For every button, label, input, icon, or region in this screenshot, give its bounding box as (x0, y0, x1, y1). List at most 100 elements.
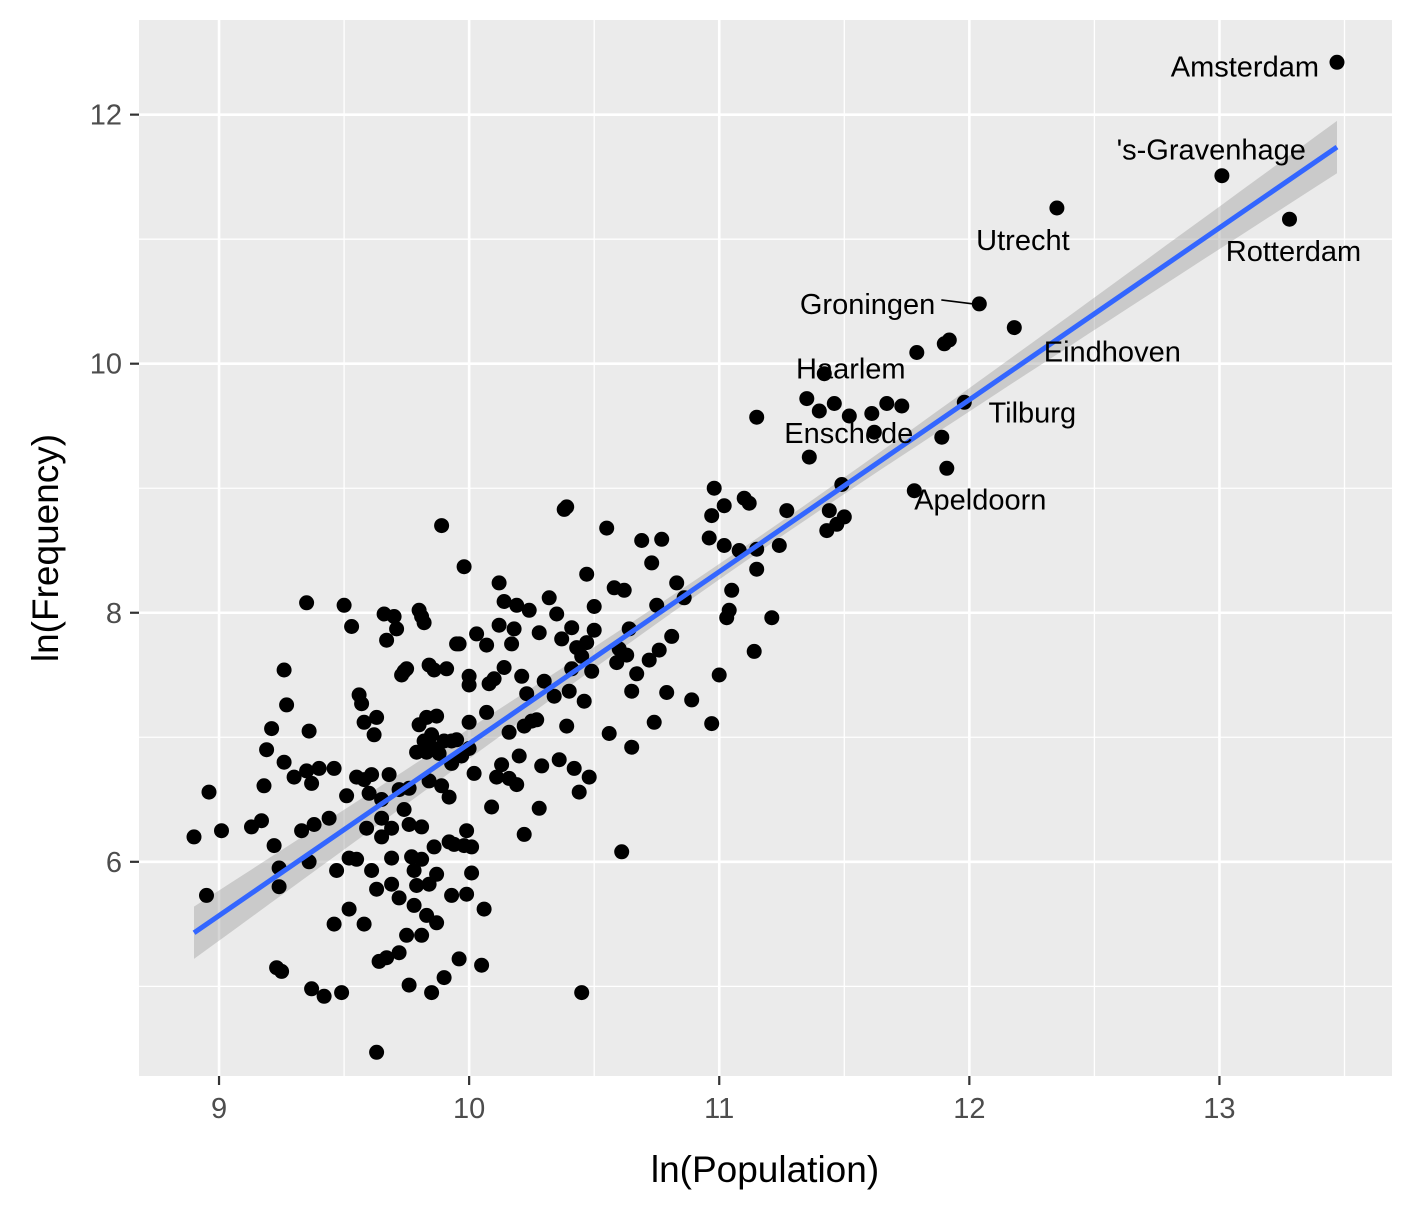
data-point (349, 851, 365, 867)
minor-gridlines (139, 20, 1392, 1076)
data-point (514, 668, 530, 684)
data-point (409, 878, 425, 893)
data-point (391, 890, 407, 906)
fit-line-layer (192, 144, 1339, 935)
data-point (399, 661, 415, 677)
data-point (599, 520, 615, 536)
data-point (321, 810, 337, 826)
data-point (459, 886, 475, 902)
data-point (746, 643, 762, 659)
data-point (561, 683, 577, 699)
data-point (704, 508, 720, 524)
data-point (276, 662, 292, 678)
point-label: Enschede (784, 418, 913, 450)
data-point (486, 671, 502, 687)
data-point (799, 391, 815, 407)
data-point (474, 957, 490, 973)
data-point (559, 499, 575, 515)
data-point (311, 760, 327, 776)
data-point (579, 635, 595, 651)
data-point (704, 716, 720, 732)
data-point (431, 746, 447, 761)
data-point (304, 775, 320, 791)
regression-line (192, 144, 1339, 935)
data-point (401, 977, 417, 993)
data-point (529, 712, 545, 728)
data-point (484, 799, 500, 815)
data-point (274, 963, 290, 979)
data-point (389, 621, 405, 637)
data-point (424, 985, 440, 1001)
data-point (364, 863, 380, 878)
data-point (354, 696, 370, 712)
data-point (369, 1044, 385, 1060)
data-point (294, 823, 310, 839)
data-point (586, 599, 602, 614)
data-point (509, 777, 525, 793)
data-point (584, 663, 600, 679)
data-point (421, 773, 437, 789)
data-point (574, 985, 590, 1001)
x-tick-label: 11 (704, 1093, 734, 1125)
data-point (424, 727, 440, 743)
data-point (466, 765, 482, 781)
data-point (576, 693, 592, 709)
data-point (299, 763, 315, 779)
data-point (316, 988, 332, 1004)
data-point (894, 398, 910, 414)
data-point (266, 838, 282, 854)
data-point (426, 662, 442, 678)
data-point (489, 769, 505, 785)
data-point (634, 533, 650, 548)
axes-layer: 9 10 11 12 13 6 8 10 12 (90, 100, 1236, 1125)
data-point (629, 666, 645, 682)
data-point (186, 829, 202, 845)
data-point (816, 366, 832, 382)
data-point (386, 609, 402, 624)
data-point (396, 802, 412, 817)
data-point (199, 887, 214, 903)
data-point (374, 829, 390, 845)
point-label: Groningen (800, 289, 935, 321)
point-label: Eindhoven (1044, 337, 1181, 369)
data-point (379, 632, 395, 648)
data-point (334, 985, 350, 1001)
data-point (491, 617, 507, 633)
data-point (531, 625, 547, 641)
x-tick-label: 13 (1203, 1093, 1235, 1125)
point-labels-layer: Amsterdam 's-Gravenhage Rotterdam Utrecht Gr… (784, 51, 1361, 516)
data-point (451, 951, 467, 967)
data-point (301, 723, 317, 739)
data-point (384, 876, 400, 892)
data-point (384, 850, 400, 866)
data-point (511, 748, 527, 764)
data-point (651, 642, 667, 658)
data-point (259, 742, 275, 758)
data-point (934, 429, 950, 445)
data-point (406, 897, 422, 913)
data-point (646, 714, 662, 730)
data-point (369, 881, 385, 897)
data-point (519, 686, 535, 702)
data-point (624, 683, 640, 699)
data-point (571, 784, 587, 800)
data-point (374, 810, 390, 826)
data-point (449, 732, 465, 748)
point-label: 's-Gravenhage (1117, 135, 1306, 167)
data-point (566, 760, 582, 776)
data-point (459, 823, 475, 839)
data-point (669, 575, 685, 591)
data-point (476, 901, 492, 917)
data-point (329, 863, 345, 878)
data-point (771, 538, 787, 553)
data-point (841, 408, 857, 424)
data-point (364, 767, 380, 783)
data-point (654, 531, 670, 547)
data-point (541, 590, 557, 606)
data-point (706, 480, 722, 496)
data-point (401, 817, 417, 832)
data-point (369, 709, 385, 725)
data-point (501, 724, 517, 740)
major-gridlines (139, 20, 1392, 1076)
data-point (749, 561, 765, 577)
